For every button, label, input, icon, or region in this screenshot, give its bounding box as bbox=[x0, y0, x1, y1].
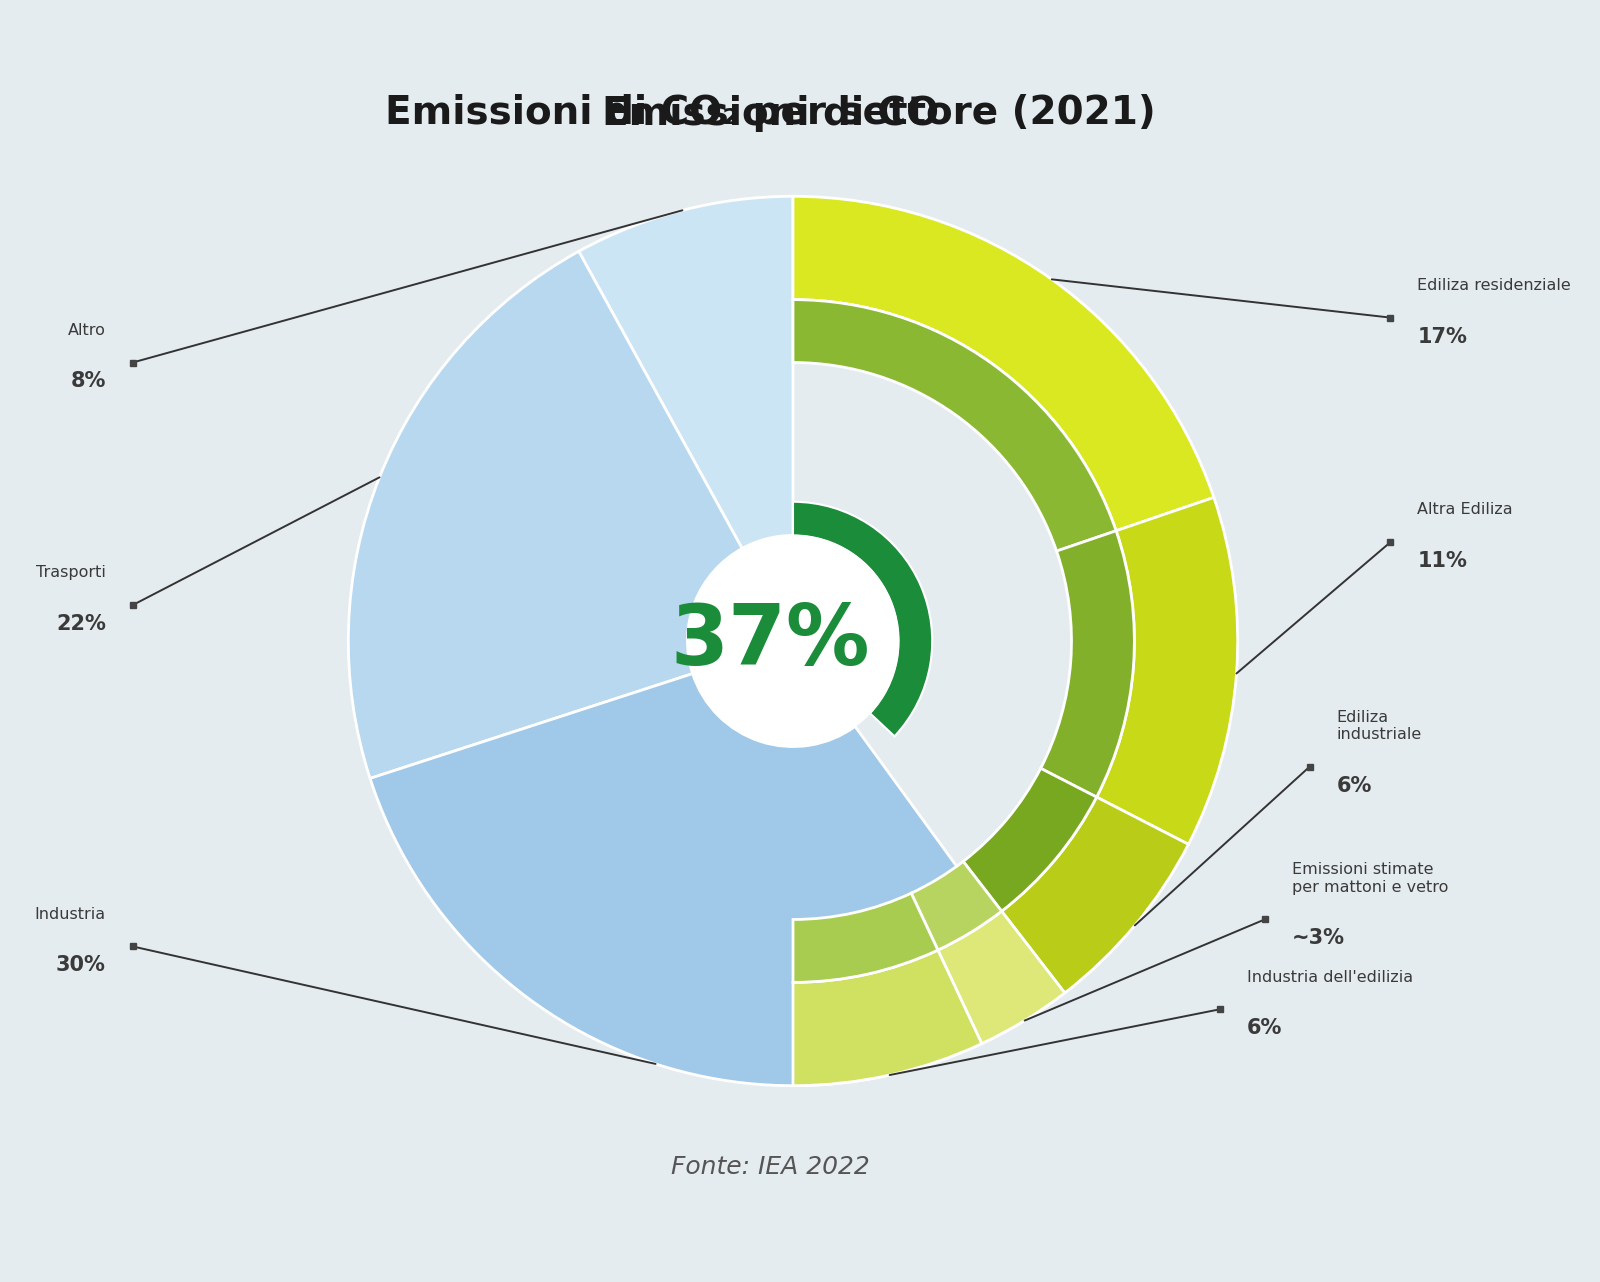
Wedge shape bbox=[963, 768, 1096, 912]
Text: 30%: 30% bbox=[56, 955, 106, 976]
Text: 8%: 8% bbox=[70, 372, 106, 391]
Text: Altra Ediliza: Altra Ediliza bbox=[1418, 503, 1514, 518]
Circle shape bbox=[688, 536, 899, 746]
Text: 17%: 17% bbox=[1418, 327, 1467, 346]
Text: 11%: 11% bbox=[1418, 551, 1467, 572]
Wedge shape bbox=[1096, 497, 1238, 845]
Wedge shape bbox=[349, 251, 742, 778]
Wedge shape bbox=[794, 196, 1214, 531]
Wedge shape bbox=[579, 196, 794, 549]
Wedge shape bbox=[938, 912, 1064, 1044]
Text: 37%: 37% bbox=[670, 600, 870, 682]
Text: ~3%: ~3% bbox=[1291, 928, 1344, 949]
Text: 6%: 6% bbox=[1336, 776, 1371, 796]
Wedge shape bbox=[794, 950, 982, 1086]
Text: Altro: Altro bbox=[67, 323, 106, 338]
Text: Trasporti: Trasporti bbox=[35, 565, 106, 581]
Wedge shape bbox=[1002, 797, 1189, 994]
Wedge shape bbox=[794, 300, 1117, 551]
Wedge shape bbox=[912, 862, 1002, 950]
Text: Industria dell'edilizia: Industria dell'edilizia bbox=[1246, 969, 1413, 985]
Text: Emissioni stimate
per mattoni e vetro: Emissioni stimate per mattoni e vetro bbox=[1291, 863, 1448, 895]
Wedge shape bbox=[794, 501, 933, 736]
Wedge shape bbox=[370, 673, 1054, 1086]
Text: Emissioni di CO₂ per settore (2021): Emissioni di CO₂ per settore (2021) bbox=[386, 94, 1155, 132]
Wedge shape bbox=[1040, 531, 1134, 797]
Text: Ediliza residenziale: Ediliza residenziale bbox=[1418, 278, 1571, 292]
Text: Ediliza
industriale: Ediliza industriale bbox=[1336, 710, 1422, 742]
Text: Industria: Industria bbox=[35, 906, 106, 922]
Text: Emissioni di CO: Emissioni di CO bbox=[602, 94, 939, 132]
Text: 22%: 22% bbox=[56, 614, 106, 635]
Text: 6%: 6% bbox=[1246, 1018, 1282, 1038]
Text: Fonte: IEA 2022: Fonte: IEA 2022 bbox=[670, 1155, 870, 1178]
Wedge shape bbox=[794, 894, 938, 982]
